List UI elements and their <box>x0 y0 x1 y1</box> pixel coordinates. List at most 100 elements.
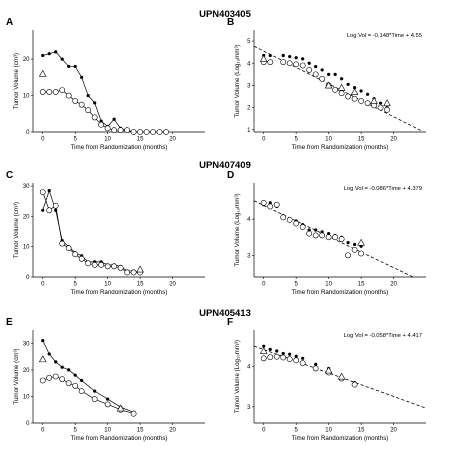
x-tick-label: 10 <box>104 137 111 143</box>
data-point-dot <box>314 362 318 366</box>
data-point-circle <box>286 216 293 223</box>
data-point-dot <box>268 347 272 352</box>
data-point-dot <box>288 352 292 356</box>
x-tick-label: 20 <box>390 137 397 143</box>
data-point-dot <box>340 77 344 81</box>
data-point-circle <box>98 261 105 268</box>
data-point-dot <box>294 56 298 60</box>
data-point-circle <box>52 373 59 380</box>
x-tick-label: 5 <box>295 137 299 143</box>
y-tick-label: 10 <box>23 94 30 100</box>
row-title-3: UPN405413 <box>199 308 251 319</box>
data-point-circle <box>293 220 300 227</box>
data-point-dot <box>54 50 58 54</box>
data-point-circle <box>46 89 53 95</box>
y-tick-label: 3 <box>247 405 251 411</box>
y-tick-label: 20 <box>23 368 30 374</box>
x-axis-label: Time from Randomization (months) <box>71 435 168 442</box>
data-point-dot <box>333 72 337 76</box>
data-point-triangle <box>337 83 346 91</box>
data-point-circle <box>286 356 293 363</box>
panel-e: E 0 5 10 15 20 0 10 20 30 Time from Randomization … <box>6 317 205 442</box>
data-point-circle <box>78 255 85 262</box>
data-point-dot <box>112 117 116 121</box>
data-point-triangle <box>337 372 346 380</box>
data-point-dot <box>67 368 71 372</box>
data-point-dot <box>80 378 84 383</box>
x-tick-label: 0 <box>262 137 266 143</box>
panel-c: C 0 5 10 15 20 0 10 20 30 Time from Randomization … <box>6 170 205 296</box>
x-axis-label: Time from Randomization (months) <box>292 144 389 151</box>
x-tick-label: 0 <box>262 428 266 434</box>
data-point-dot <box>93 101 97 105</box>
data-point-dot <box>41 208 45 212</box>
x-tick-label: 15 <box>358 137 365 143</box>
data-point-circle <box>78 388 85 395</box>
data-point-circle <box>72 382 79 389</box>
x-tick-label: 0 <box>41 137 45 143</box>
data-point-circle <box>91 396 98 402</box>
data-point-dot <box>93 389 97 393</box>
y-tick-label: 1 <box>247 128 251 134</box>
data-point-circle <box>72 251 79 258</box>
data-point-circle <box>345 93 352 100</box>
data-point-circle <box>111 127 118 134</box>
data-point-circle <box>364 100 371 107</box>
data-point-circle <box>130 269 137 276</box>
data-point-dot <box>365 92 370 96</box>
data-point-circle <box>267 354 274 360</box>
x-tick-label: 0 <box>41 428 45 434</box>
data-point-circle <box>78 101 85 108</box>
data-point-circle <box>267 203 274 210</box>
x-tick-label: 20 <box>169 428 176 434</box>
data-point-circle <box>156 129 163 135</box>
data-point-dot <box>47 52 51 56</box>
data-point-triangle <box>357 238 365 246</box>
data-point-circle <box>351 95 358 102</box>
data-point-dot <box>353 86 357 90</box>
data-point-circle <box>104 125 111 132</box>
y-tick-label: 20 <box>23 57 30 63</box>
data-point-circle <box>286 60 293 67</box>
data-point-dot <box>301 57 305 61</box>
y-axis-label: Tumor Volume (cm³) <box>13 202 20 258</box>
data-point-circle <box>39 89 46 95</box>
data-point-triangle <box>370 97 378 104</box>
x-tick-label: 15 <box>358 282 365 288</box>
x-tick-label: 15 <box>137 282 144 288</box>
series-line-circle <box>42 89 167 133</box>
data-point-dot <box>281 53 285 58</box>
data-point-circle <box>299 62 306 69</box>
data-point-triangle <box>383 99 391 107</box>
data-point-circle <box>338 236 345 242</box>
data-point-circle <box>130 129 137 135</box>
data-point-dot <box>54 360 58 364</box>
data-point-circle <box>137 129 143 135</box>
y-tick-label: 10 <box>23 245 30 251</box>
data-point-circle <box>312 365 319 372</box>
data-point-dot <box>314 228 318 232</box>
data-point-dot <box>106 397 110 401</box>
data-point-circle <box>332 86 339 93</box>
x-tick-label: 10 <box>325 282 332 288</box>
data-point-dot <box>294 354 298 358</box>
y-axis-label: Tumor Volume (Log₁₀mm³) <box>234 44 241 117</box>
data-point-circle <box>312 232 319 239</box>
data-point-dot <box>73 64 77 69</box>
fit-line <box>253 45 423 132</box>
y-tick-label: 3 <box>247 83 251 89</box>
series-line-dot <box>42 189 141 273</box>
data-point-dot <box>47 352 51 356</box>
data-point-circle <box>59 87 66 94</box>
data-point-circle <box>345 252 352 259</box>
y-tick-label: 30 <box>23 341 30 347</box>
data-point-dot <box>41 53 45 58</box>
x-tick-label: 5 <box>74 137 78 143</box>
data-point-circle <box>306 230 313 237</box>
data-point-triangle <box>38 69 47 77</box>
data-point-circle <box>280 214 287 221</box>
data-point-circle <box>280 59 287 66</box>
y-tick-label: 4 <box>247 61 251 67</box>
y-axis-label: Tumor Volume (cm³) <box>13 348 20 404</box>
data-point-circle <box>111 263 118 270</box>
